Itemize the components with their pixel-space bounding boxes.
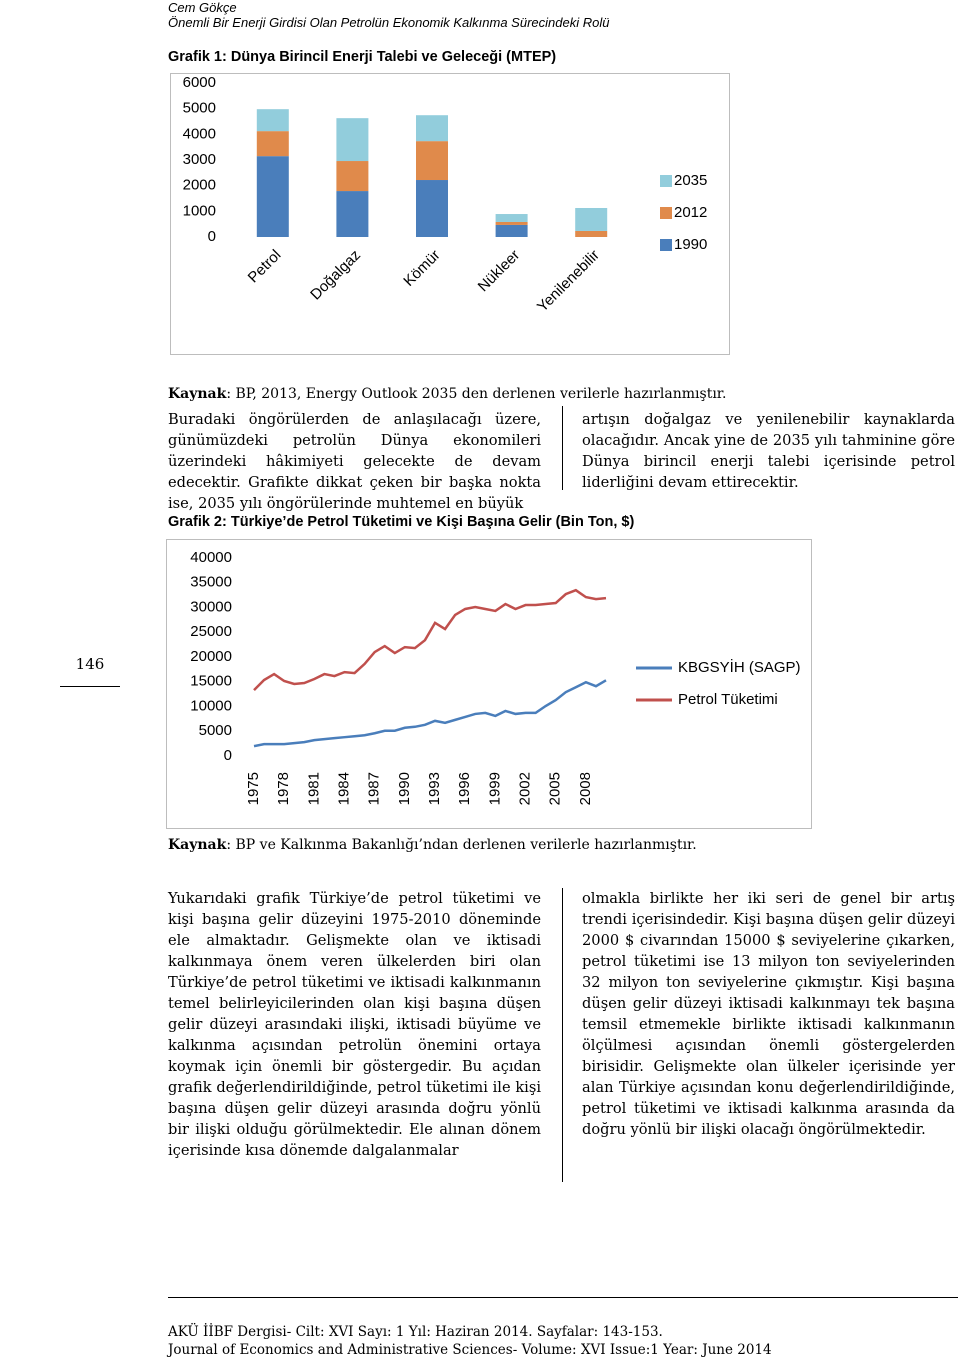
x-tick-label: 1993 <box>426 772 443 805</box>
bar-segment <box>336 161 369 192</box>
legend-label: Petrol Tüketimi <box>678 691 778 708</box>
y-tick-label: 4000 <box>183 125 216 142</box>
x-tick-label: 2005 <box>547 772 564 805</box>
y-tick-label: 5000 <box>183 100 216 117</box>
x-tick-label: 1975 <box>245 772 262 805</box>
bar-segment <box>416 141 448 181</box>
paragraph: Yukarıdaki grafik Türkiye’de petrol tüke… <box>168 890 541 1159</box>
y-tick-label: 5000 <box>199 722 232 739</box>
bar-segment <box>256 131 289 157</box>
author: Cem Gökçe <box>168 0 237 15</box>
y-tick-label: 2000 <box>183 177 216 194</box>
y-tick-label: 10000 <box>190 697 232 714</box>
source-text: : BP ve Kalkınma Bakanlığı’ndan derlenen… <box>226 837 697 853</box>
y-tick-label: 3000 <box>183 151 216 168</box>
bar-segment <box>495 214 528 222</box>
footer-rule <box>168 1297 958 1298</box>
paragraph: olmakla birlikte her iki seri de genel b… <box>582 890 955 1138</box>
source: Kaynak: BP ve Kalkınma Bakanlığı’ndan de… <box>168 837 697 853</box>
legend-label: 2035 <box>674 172 707 189</box>
bar-segment <box>575 207 608 231</box>
y-tick-label: 15000 <box>190 673 232 690</box>
y-tick-label: 40000 <box>190 549 232 566</box>
data-line <box>253 679 607 748</box>
x-tick-label: 1990 <box>396 772 413 805</box>
chart-title: Grafik 1: Dünya Birincil Enerji Talebi v… <box>168 49 557 65</box>
bar-segment <box>575 230 608 237</box>
chart-frame <box>170 73 730 355</box>
chart: 0 5000 10000 15000 20000 25000 30000 35000 40000… <box>166 539 812 829</box>
y-tick-label: 35000 <box>190 574 232 591</box>
y-tick-label: 30000 <box>190 598 232 615</box>
running-title: Önemli Bir Enerji Girdisi Olan Petrolün … <box>168 15 610 30</box>
legend-label: 2012 <box>674 204 707 221</box>
legend-label: 1990 <box>674 236 707 253</box>
legend-swatch <box>660 207 672 219</box>
footer-line: Journal of Economics and Administrative … <box>168 1342 772 1358</box>
paragraph: artışın doğalgaz ve yenilenebilir kaynak… <box>582 411 955 491</box>
column-rule <box>562 406 563 490</box>
bar-segment <box>256 156 289 237</box>
source-text: : BP, 2013, Energy Outlook 2035 den derl… <box>226 386 727 402</box>
bar-segment <box>495 224 528 237</box>
bar-segment <box>416 115 448 142</box>
bar-segment <box>256 109 289 132</box>
y-tick-label: 20000 <box>190 648 232 665</box>
legend-swatch <box>660 175 672 187</box>
bar-segment <box>495 221 528 225</box>
footer-line: AKÜ İİBF Dergisi- Cilt: XVI Sayı: 1 Yıl:… <box>168 1324 663 1340</box>
x-tick-label: 1981 <box>305 772 322 805</box>
legend-swatch <box>660 239 672 251</box>
paragraph: Buradaki öngörülerden de anlaşılacağı üz… <box>168 411 541 512</box>
x-tick-label: 2008 <box>577 772 594 805</box>
source: Kaynak: BP, 2013, Energy Outlook 2035 de… <box>168 386 726 402</box>
x-tick-label: 2002 <box>517 772 534 805</box>
x-tick-label: 1978 <box>275 772 292 805</box>
y-tick-label: 0 <box>208 228 216 245</box>
y-tick-label: 6000 <box>183 74 216 91</box>
chart-frame <box>166 539 812 829</box>
chart-title: Grafik 2: Türkiye’de Petrol Tüketimi ve … <box>168 514 635 530</box>
x-tick-label: 1999 <box>486 772 503 805</box>
x-tick-label: 1996 <box>456 772 473 805</box>
page-number: 146 <box>75 655 105 673</box>
y-tick-label: 0 <box>224 747 232 764</box>
bar-segment <box>336 118 369 162</box>
data-line <box>253 588 607 692</box>
x-tick-label: 1984 <box>335 772 352 805</box>
bar-segment <box>416 180 448 237</box>
source-label: Kaynak <box>168 386 227 402</box>
y-tick-label: 25000 <box>190 623 232 640</box>
page-number-rule <box>60 686 120 687</box>
source-label: Kaynak <box>168 837 227 853</box>
y-tick-label: 1000 <box>183 202 216 219</box>
column-rule <box>562 888 563 1182</box>
bar-segment <box>336 191 369 237</box>
x-tick-label: 1987 <box>366 772 383 805</box>
legend-label: KBGSYİH (SAGP) <box>678 658 801 676</box>
